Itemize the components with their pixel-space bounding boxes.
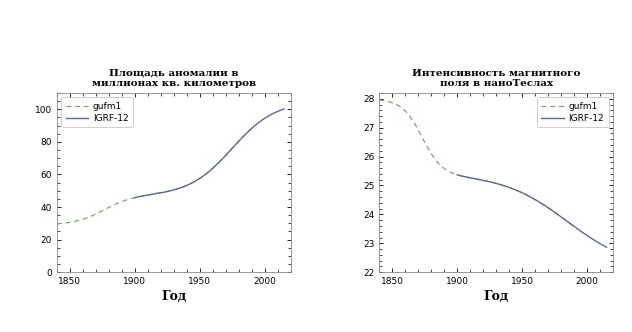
Title: Площадь аномалии в
миллионах кв. километров: Площадь аномалии в миллионах кв. километ… — [92, 69, 256, 88]
Legend: gufm1, IGRF-12: gufm1, IGRF-12 — [61, 98, 133, 127]
IGRF-12 — [131, 196, 138, 200]
gufm1 — [439, 165, 447, 169]
IGRF-12 — [257, 119, 264, 123]
gufm1 — [498, 183, 506, 187]
gufm1 — [453, 173, 460, 177]
Line: gufm1: gufm1 — [379, 100, 574, 226]
Line: IGRF-12: IGRF-12 — [135, 109, 284, 198]
IGRF-12 — [454, 173, 461, 177]
IGRF-12 — [131, 196, 139, 200]
Line: gufm1: gufm1 — [57, 128, 252, 224]
IGRF-12 — [542, 204, 549, 208]
IGRF-12 — [219, 156, 227, 160]
gufm1 — [248, 126, 255, 130]
IGRF-12 — [603, 245, 611, 249]
gufm1 — [375, 98, 383, 102]
Title: Интенсивность магнитного
поля в наноТеслах: Интенсивность магнитного поля в наноТесл… — [412, 69, 580, 88]
gufm1 — [195, 177, 202, 181]
gufm1 — [76, 218, 84, 222]
X-axis label: Год: Год — [161, 290, 186, 303]
IGRF-12 — [580, 231, 587, 235]
IGRF-12 — [545, 206, 552, 210]
gufm1 — [570, 224, 578, 228]
Legend: gufm1, IGRF-12: gufm1, IGRF-12 — [537, 98, 609, 127]
gufm1 — [176, 186, 183, 190]
gufm1 — [116, 200, 124, 204]
gufm1 — [53, 222, 61, 226]
IGRF-12 — [542, 205, 550, 208]
gufm1 — [399, 107, 406, 111]
IGRF-12 — [454, 173, 461, 177]
X-axis label: Год: Год — [483, 290, 509, 303]
gufm1 — [517, 190, 525, 194]
IGRF-12 — [222, 153, 230, 157]
IGRF-12 — [589, 237, 597, 241]
gufm1 — [516, 190, 524, 194]
IGRF-12 — [280, 107, 288, 111]
IGRF-12 — [220, 156, 228, 160]
gufm1 — [130, 196, 138, 200]
gufm1 — [193, 178, 201, 182]
IGRF-12 — [266, 113, 274, 117]
Line: IGRF-12: IGRF-12 — [458, 175, 607, 247]
